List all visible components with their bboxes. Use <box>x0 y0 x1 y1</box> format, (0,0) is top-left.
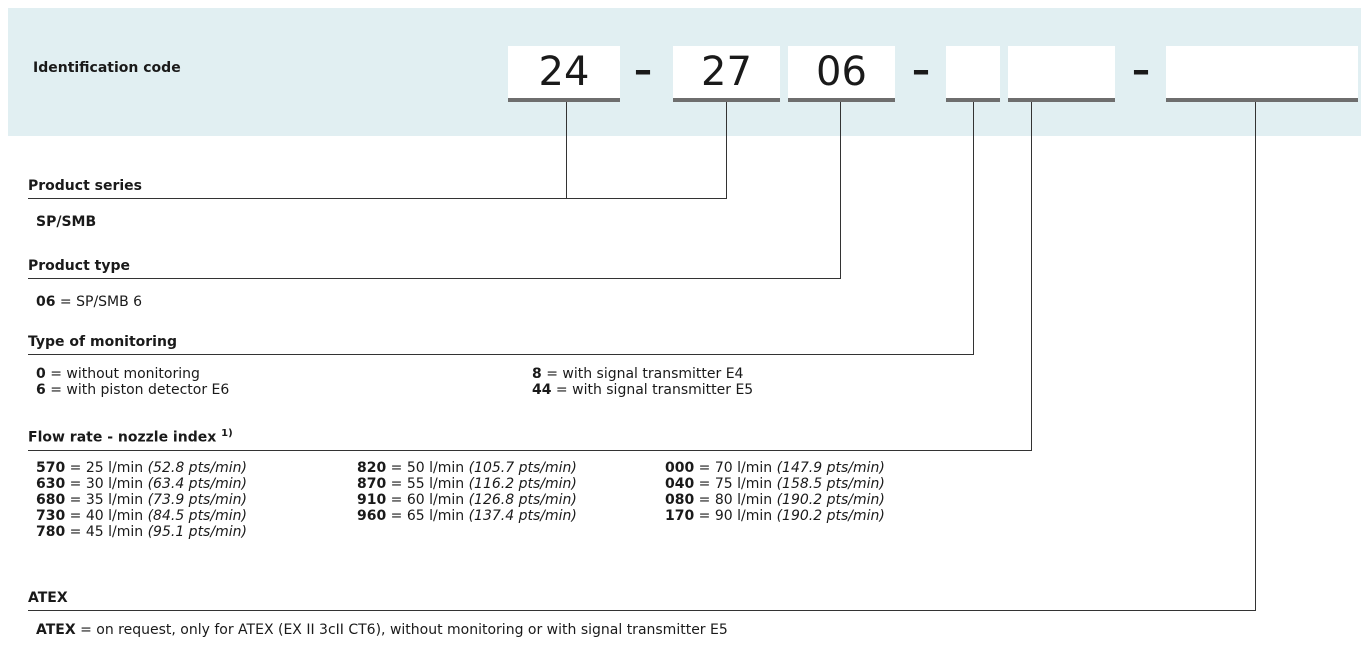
code-segment-monitoring <box>946 46 1000 102</box>
flow-rate-item: 910 = 60 l/min (126.8 pts/min) <box>357 492 577 508</box>
product-type-title: Product type <box>28 258 130 274</box>
connector-line <box>566 198 727 199</box>
monitoring-title: Type of monitoring <box>28 334 177 350</box>
flow-rate-title: Flow rate - nozzle index 1) <box>28 428 233 446</box>
atex-item: ATEX = on request, only for ATEX (EX II … <box>36 622 728 638</box>
product-type-item: 06 = SP/SMB 6 <box>36 294 143 310</box>
code-segment-atex <box>1166 46 1358 102</box>
code-separator: – <box>634 50 652 91</box>
flow-rate-item: 730 = 40 l/min (84.5 pts/min) <box>36 508 247 524</box>
flow-rate-item: 960 = 65 l/min (137.4 pts/min) <box>357 508 577 524</box>
monitoring-item: 44 = with signal transmitter E5 <box>532 382 754 398</box>
identification-code-label: Identification code <box>33 60 181 76</box>
atex-title: ATEX <box>28 590 68 606</box>
code-segment-flow-rate <box>1008 46 1115 102</box>
connector-line <box>973 102 974 354</box>
code-segment-type: 06 <box>788 46 895 102</box>
monitoring-item: 6 = with piston detector E6 <box>36 382 230 398</box>
flow-rate-item: 170 = 90 l/min (190.2 pts/min) <box>665 508 885 524</box>
section-rule <box>28 278 841 279</box>
section-rule <box>28 198 567 199</box>
connector-line <box>840 102 841 278</box>
product-series-title: Product series <box>28 178 142 194</box>
flow-rate-item: 080 = 80 l/min (190.2 pts/min) <box>665 492 885 508</box>
section-rule <box>28 610 1256 611</box>
flow-rate-item: 680 = 35 l/min (73.9 pts/min) <box>36 492 247 508</box>
monitoring-item: 8 = with signal transmitter E4 <box>532 366 744 382</box>
footnote-marker: 1) <box>221 428 233 439</box>
flow-rate-item: 630 = 30 l/min (63.4 pts/min) <box>36 476 247 492</box>
connector-line <box>566 102 567 198</box>
code-segment-series-1: 24 <box>508 46 620 102</box>
flow-rate-item: 820 = 50 l/min (105.7 pts/min) <box>357 460 577 476</box>
flow-rate-item: 040 = 75 l/min (158.5 pts/min) <box>665 476 885 492</box>
connector-line <box>1255 102 1256 610</box>
section-rule <box>28 450 1032 451</box>
connector-line <box>726 102 727 198</box>
connector-line <box>1031 102 1032 450</box>
product-series-value: SP/SMB <box>36 214 97 230</box>
monitoring-item: 0 = without monitoring <box>36 366 200 382</box>
section-rule <box>28 354 974 355</box>
flow-rate-item: 780 = 45 l/min (95.1 pts/min) <box>36 524 247 540</box>
code-separator: – <box>1132 50 1150 91</box>
flow-rate-item: 570 = 25 l/min (52.8 pts/min) <box>36 460 247 476</box>
flow-rate-item: 870 = 55 l/min (116.2 pts/min) <box>357 476 577 492</box>
flow-rate-item: 000 = 70 l/min (147.9 pts/min) <box>665 460 885 476</box>
code-separator: – <box>912 50 930 91</box>
code-segment-series-2: 27 <box>673 46 780 102</box>
